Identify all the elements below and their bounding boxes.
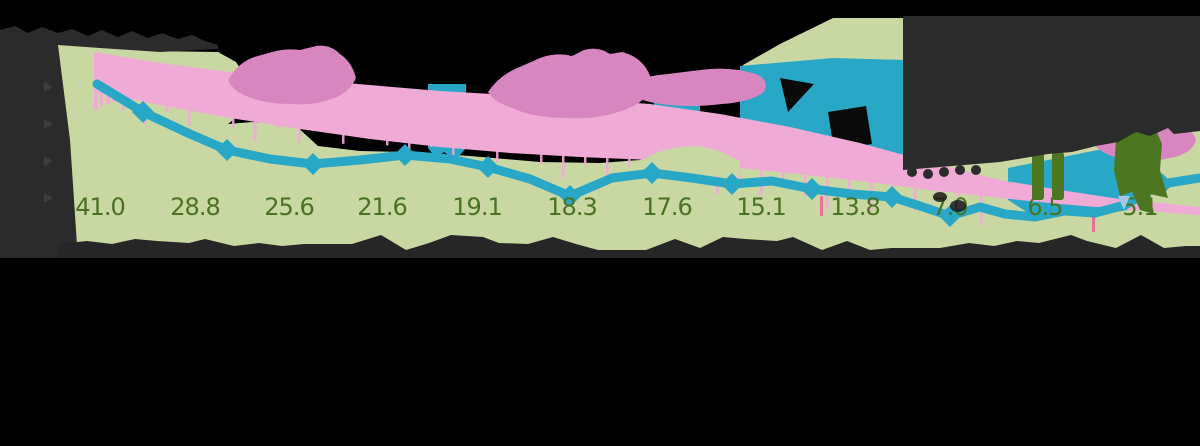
- pink-sliver: [474, 133, 477, 149]
- glyph-bottom: [971, 165, 981, 175]
- pink-sliver: [584, 147, 587, 166]
- x-axis-label-mass: [58, 235, 1200, 264]
- value-label: 41.0: [75, 193, 124, 221]
- pink-sliver: [298, 111, 301, 143]
- pink-streak: [100, 56, 103, 106]
- pink-sliver: [518, 138, 521, 150]
- pink-sliver: [782, 169, 785, 183]
- pink-word-blob: [620, 68, 766, 106]
- value-label: 21.6: [357, 193, 406, 221]
- pink-sliver: [540, 141, 543, 164]
- teal-marker-diamond: [302, 153, 324, 175]
- big-green-glyphs: [1032, 124, 1168, 214]
- green-glyph-blob: [1114, 124, 1168, 214]
- annotation-text-mass: [903, 16, 1200, 170]
- pink-tick: [1092, 212, 1095, 232]
- overlap-text-mark: [933, 192, 947, 202]
- green-glyph-bar: [1052, 152, 1064, 200]
- teal-marker-diamond: [394, 144, 416, 166]
- pink-sliver: [848, 176, 851, 197]
- pink-sliver: [386, 122, 389, 146]
- y-axis-tick-arrows: [44, 82, 53, 203]
- title-text-mass: [0, 26, 218, 260]
- value-label: 15.1: [736, 193, 785, 221]
- y-axis-tick-arrow: [44, 193, 53, 203]
- pink-sliver: [606, 149, 609, 179]
- teal-marker-diamond: [477, 156, 499, 178]
- pink-sliver: [188, 97, 191, 126]
- pink-sliver: [496, 136, 499, 163]
- teal-marker-diamond: [721, 173, 743, 195]
- green-glyph-bar: [1032, 152, 1044, 200]
- pink-word-blob: [488, 48, 652, 119]
- value-label: 18.3: [547, 193, 596, 221]
- value-label: 17.6: [642, 193, 691, 221]
- pink-sliver: [254, 105, 257, 141]
- value-label: 25.6: [264, 193, 313, 221]
- teal-marker-diamond: [216, 139, 238, 161]
- pink-sliver: [452, 130, 455, 161]
- pink-streak: [112, 60, 115, 102]
- pink-sliver: [166, 94, 169, 112]
- pink-sliver: [364, 119, 367, 132]
- teal-marker-diamond: [559, 185, 581, 207]
- annotation-glyph-bottoms: [907, 165, 981, 179]
- pink-sliver: [408, 125, 411, 160]
- y-axis-tick-arrow: [44, 82, 53, 92]
- pink-tick: [820, 196, 823, 216]
- y-axis-tick-arrow: [44, 119, 53, 129]
- value-label: 28.8: [170, 193, 219, 221]
- glyph-bottom: [923, 169, 933, 179]
- pink-sliver: [210, 100, 213, 114]
- value-label: 13.8: [830, 193, 879, 221]
- glyph-counter-notch: [780, 78, 814, 112]
- teal-marker-diamond: [881, 186, 903, 208]
- pink-sliver: [232, 103, 235, 128]
- pink-sliver: [342, 116, 345, 144]
- value-label-row: 41.0 28.8 25.6 21.6 19.1 18.3 17.6 15.1 …: [75, 193, 1158, 221]
- pink-streak: [106, 58, 110, 104]
- pink-sliver: [430, 127, 433, 147]
- pink-word-blob: [228, 45, 356, 105]
- glyph-bottom: [939, 167, 949, 177]
- green-hump: [640, 146, 740, 176]
- glyph-bottom: [955, 165, 965, 175]
- glyph-bottom: [907, 167, 917, 177]
- footer-text-region: [0, 258, 1200, 446]
- pink-sliver: [562, 144, 565, 178]
- value-label: 19.1: [452, 193, 501, 221]
- teal-marker-diamond: [132, 101, 154, 123]
- pink-sliver: [628, 152, 631, 167]
- y-axis-tick-arrow: [44, 156, 53, 166]
- pink-sliver: [276, 108, 279, 129]
- light-blue-fleck: [1118, 196, 1130, 210]
- teal-marker-diamond: [801, 178, 823, 200]
- teal-marker-diamond: [641, 162, 663, 184]
- pink-sliver: [320, 114, 323, 131]
- pink-sliver: [914, 184, 917, 212]
- overlap-text-mark: [950, 200, 966, 212]
